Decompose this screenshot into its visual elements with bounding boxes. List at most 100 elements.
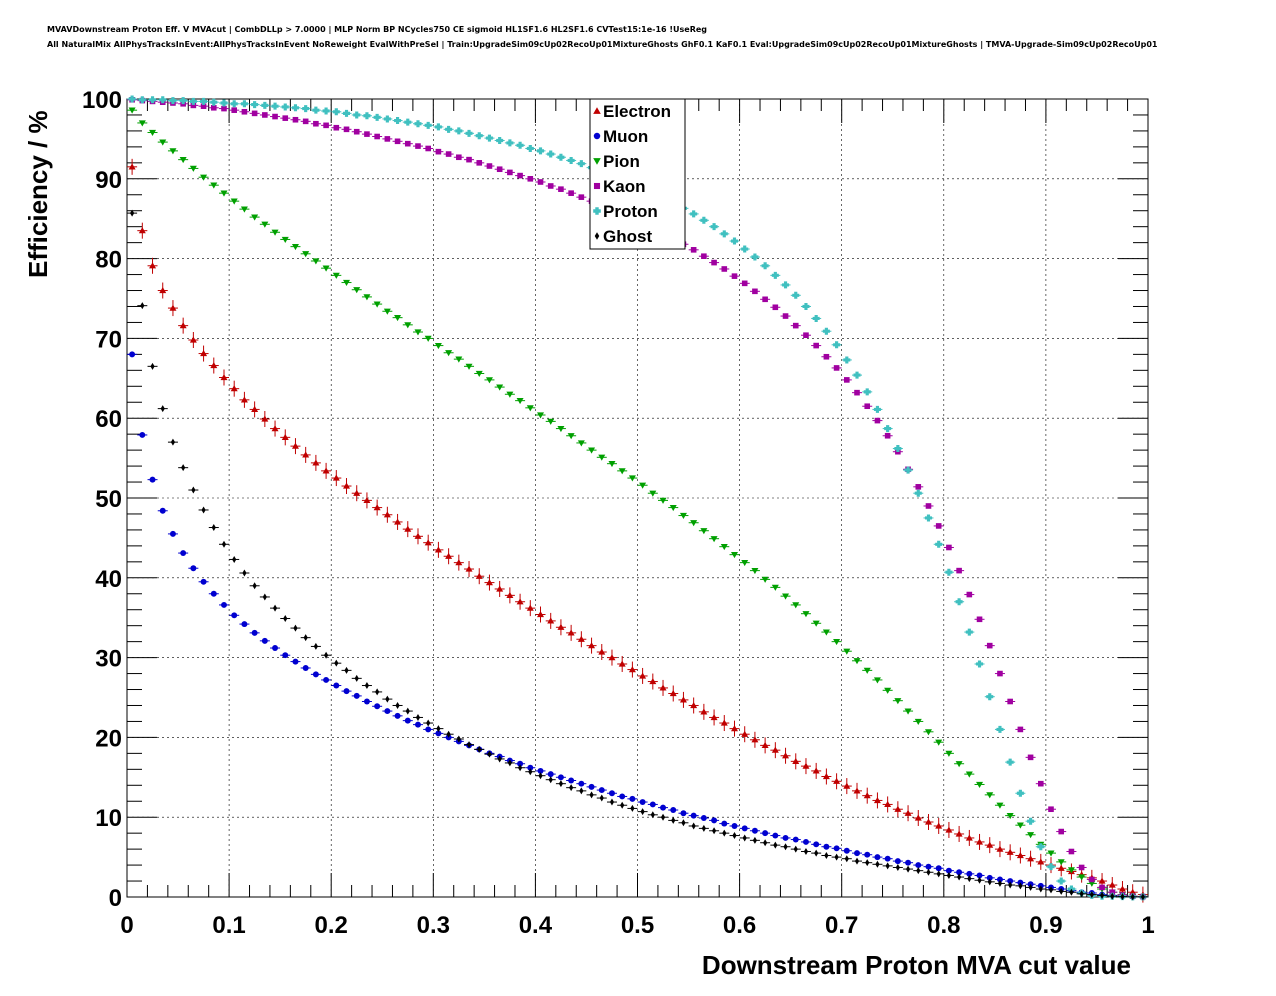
ghost-point — [507, 759, 512, 767]
legend-label-ghost: Ghost — [603, 227, 652, 246]
electron-point — [935, 822, 943, 829]
pion-point — [332, 272, 340, 279]
kaon-point — [445, 151, 452, 157]
muon-point — [363, 698, 370, 705]
ghost-point — [334, 659, 339, 667]
proton-point — [455, 127, 463, 135]
electron-point — [343, 482, 351, 489]
kaon-point — [537, 179, 544, 185]
electron-point — [537, 611, 545, 618]
electron-point — [996, 845, 1004, 852]
muon-point — [415, 721, 421, 728]
pion-point — [935, 739, 943, 746]
pion-point — [128, 107, 136, 114]
electron-point — [332, 474, 340, 481]
ghost-point — [1130, 893, 1135, 901]
pion-point — [669, 504, 677, 512]
electron-point — [914, 814, 922, 821]
kaon-point — [251, 110, 258, 117]
electron-point — [251, 405, 259, 413]
x-tick-label: 0 — [120, 912, 133, 939]
electron-point — [577, 635, 585, 642]
ghost-point — [1038, 885, 1043, 893]
electron-point — [567, 629, 575, 636]
kaon-point — [476, 160, 483, 166]
muon-point — [435, 730, 442, 737]
pion-point — [516, 398, 524, 405]
proton-point — [240, 100, 248, 108]
kaon-point — [1109, 889, 1116, 896]
electron-point — [424, 539, 432, 546]
muon-point — [588, 783, 595, 790]
electron-point — [159, 287, 167, 294]
kaon-point — [1099, 884, 1105, 891]
x-tick-label: 0.9 — [1029, 912, 1062, 939]
pion-point — [924, 729, 932, 736]
electron-point — [1027, 855, 1035, 862]
ghost-point — [528, 768, 533, 776]
electron-point — [924, 818, 932, 825]
ghost-point — [272, 604, 278, 612]
ghost-point — [854, 857, 860, 865]
electron-point — [434, 546, 442, 553]
kaon-point — [813, 342, 819, 349]
muon-point — [649, 801, 656, 808]
kaon-point — [803, 332, 809, 339]
ghost-point — [456, 735, 461, 743]
legend-marker-kaon — [593, 182, 601, 190]
kaon-point — [343, 126, 350, 133]
ghost-point — [752, 836, 758, 844]
kaon-point — [466, 156, 472, 163]
electron-point — [782, 752, 790, 759]
proton-point — [210, 98, 218, 106]
ghost-point — [201, 506, 206, 514]
muon-point — [956, 869, 963, 876]
kaon-point — [823, 353, 830, 360]
electron-point — [822, 773, 830, 780]
ghost-point — [375, 688, 380, 696]
proton-point — [537, 147, 545, 155]
ghost-point — [630, 804, 635, 812]
ghost-point — [303, 634, 308, 642]
proton-point — [169, 97, 177, 105]
muon-point — [404, 717, 411, 724]
x-tick-label: 0.5 — [621, 912, 654, 939]
ghost-point — [313, 642, 318, 650]
electron-point — [986, 841, 994, 848]
muon-point — [261, 637, 268, 644]
ghost-point — [364, 682, 370, 690]
pion-point — [475, 370, 483, 378]
pion-point — [894, 698, 902, 705]
ghost-point — [620, 801, 625, 809]
pion-point — [639, 482, 647, 489]
muon-point — [639, 799, 646, 806]
pion-point — [251, 214, 259, 221]
proton-point — [1047, 863, 1055, 871]
electron-point — [976, 838, 984, 845]
ghost-point — [742, 834, 747, 842]
pion-point — [863, 667, 871, 674]
kaon-point — [966, 591, 973, 598]
electron-point — [261, 415, 269, 422]
electron-point — [761, 741, 769, 749]
electron-point — [1016, 852, 1024, 859]
muon-point — [333, 682, 340, 689]
electron-point — [373, 504, 381, 511]
proton-point — [496, 136, 504, 144]
kaon-point — [976, 616, 983, 623]
series-pion — [127, 107, 1148, 901]
kaon-point — [946, 544, 952, 551]
proton-point — [853, 371, 861, 379]
proton-point — [843, 356, 851, 364]
kaon-point — [394, 138, 401, 145]
ghost-point — [793, 845, 798, 853]
ghost-point — [936, 870, 941, 878]
kaon-point — [517, 172, 523, 179]
muon-point — [721, 820, 728, 827]
muon-point — [282, 652, 289, 659]
ghost-point — [181, 464, 186, 472]
proton-point — [424, 121, 432, 129]
proton-point — [383, 115, 391, 123]
ghost-point — [1079, 890, 1084, 898]
electron-point — [506, 591, 514, 598]
